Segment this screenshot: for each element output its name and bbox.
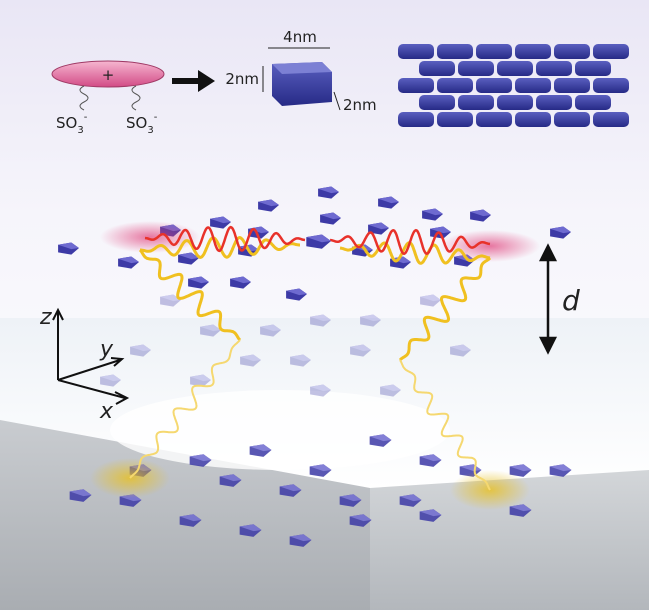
wall-brick [437, 112, 473, 127]
wall-brick [593, 112, 629, 127]
charge: + [102, 66, 115, 84]
wall-brick [515, 44, 551, 59]
wall-brick [515, 112, 551, 127]
wall-brick [575, 95, 611, 110]
waves [129, 225, 492, 491]
wave [399, 359, 491, 491]
wall-brick [575, 61, 611, 76]
superscript: - [84, 112, 88, 123]
wall-brick [458, 95, 494, 110]
dimension [333, 91, 341, 111]
wall-brick [476, 112, 512, 127]
formula: SO [126, 114, 147, 132]
subscript: 3 [77, 125, 83, 136]
wall-brick [554, 112, 590, 127]
substrate-side [370, 470, 649, 610]
dimension-label: 2nm [343, 96, 377, 114]
dimension-label: 4nm [283, 28, 317, 46]
glow [110, 390, 450, 470]
wave [398, 256, 492, 362]
wall-brick [497, 61, 533, 76]
distance-label: d [562, 284, 580, 317]
wall-brick [515, 78, 551, 93]
wall-brick [536, 95, 572, 110]
wall-brick [419, 95, 455, 110]
dye-molecule [51, 60, 165, 88]
subscript: 3 [147, 125, 153, 136]
emission-glow [100, 221, 200, 253]
axis-label: z [39, 305, 52, 330]
wave [140, 236, 300, 259]
wall-brick [554, 44, 590, 59]
wall-brick [536, 61, 572, 76]
wall-brick [437, 44, 473, 59]
wall-brick [398, 112, 434, 127]
sulfonate: SO3- [126, 112, 158, 136]
brick-wall [398, 44, 629, 127]
axes [52, 307, 130, 405]
wave [144, 225, 306, 253]
formula: SO [56, 114, 77, 132]
wave [129, 339, 241, 479]
wall-brick [398, 78, 434, 93]
wall-brick [554, 78, 590, 93]
wall-brick [476, 44, 512, 59]
wave [339, 241, 491, 265]
tail [131, 85, 141, 111]
wall-brick [593, 78, 629, 93]
wall-brick [458, 61, 494, 76]
substrate-front [0, 420, 370, 610]
wall-brick [476, 78, 512, 93]
wave [329, 228, 491, 256]
tail [79, 85, 89, 111]
superscript: - [154, 112, 158, 123]
sulfonate: SO3- [56, 112, 88, 136]
arrow [172, 70, 215, 92]
wall-brick [593, 44, 629, 59]
wall-brick [437, 78, 473, 93]
axis-label: y [99, 337, 114, 362]
wall-brick [419, 61, 455, 76]
wall-brick [497, 95, 533, 110]
wave [138, 248, 242, 342]
axis-label: x [99, 399, 114, 424]
dimension-label: 2nm [225, 70, 259, 88]
wall-brick [398, 44, 434, 59]
distance-arrow [538, 243, 558, 355]
brick-top [272, 62, 332, 74]
